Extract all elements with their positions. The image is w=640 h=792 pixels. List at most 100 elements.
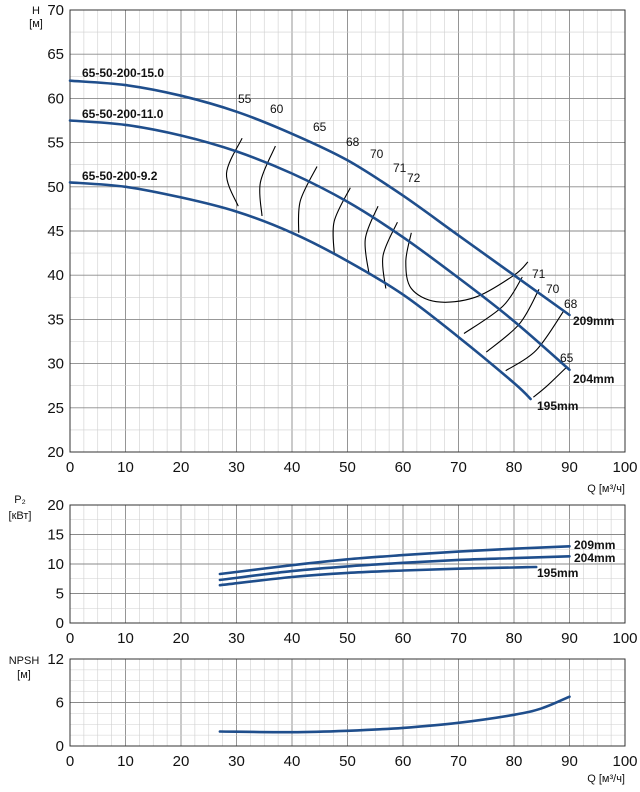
efficiency-contour-line [225, 137, 243, 207]
y-tick-label: 0 [56, 615, 64, 632]
impeller-diameter-label: 195mm [537, 399, 578, 413]
series-line [218, 555, 571, 582]
x-tick-label: 50 [339, 753, 356, 770]
y-tick-label: 20 [47, 444, 64, 461]
x-tick-label: 100 [612, 630, 637, 647]
x-tick-label: 70 [450, 630, 467, 647]
x-tick-label: 50 [339, 630, 356, 647]
head-grid [69, 9, 626, 453]
y-axis-label: H [32, 5, 40, 17]
npsh-grid [69, 658, 626, 747]
efficiency-contours [225, 137, 568, 398]
x-axis-label: Q [м³/ч] [587, 773, 625, 785]
x-tick-label: 0 [66, 630, 74, 647]
x-tick-label: 90 [561, 630, 578, 647]
y-tick-label: 35 [47, 311, 64, 328]
y-tick-label: 50 [47, 179, 64, 196]
efficiency-label: 65 [560, 351, 574, 365]
x-tick-label: 10 [117, 630, 134, 647]
y-tick-label: 70 [47, 2, 64, 19]
efficiency-label: 55 [238, 92, 252, 106]
efficiency-label: 65 [313, 120, 327, 134]
series-line [68, 79, 571, 317]
efficiency-label: 71 [393, 161, 407, 175]
x-tick-label: 80 [506, 459, 523, 476]
x-tick-label: 60 [395, 753, 412, 770]
y-tick-label: 60 [47, 90, 64, 107]
efficiency-label: 60 [270, 102, 284, 116]
efficiency-contour-line [259, 145, 276, 217]
x-tick-label: 20 [173, 753, 190, 770]
x-tick-label: 40 [284, 753, 301, 770]
x-tick-label: 60 [395, 630, 412, 647]
x-tick-label: 10 [117, 753, 134, 770]
x-tick-label: 60 [395, 459, 412, 476]
x-tick-label: 90 [561, 753, 578, 770]
series-line [68, 119, 571, 372]
y-axis-unit: [м] [17, 669, 31, 681]
efficiency-label: 68 [564, 297, 578, 311]
efficiency-contour-line [485, 289, 540, 353]
efficiency-label: 72 [407, 171, 421, 185]
x-tick-label: 0 [66, 459, 74, 476]
series-line [218, 545, 571, 576]
x-tick-label: 80 [506, 630, 523, 647]
y-tick-label: 30 [47, 356, 64, 373]
y-tick-label: 25 [47, 400, 64, 417]
y-tick-label: 10 [47, 556, 64, 573]
x-tick-label: 40 [284, 459, 301, 476]
efficiency-contour-line [297, 166, 318, 233]
y-axis-unit: [кВт] [9, 510, 32, 522]
y-tick-label: 5 [56, 586, 64, 603]
x-tick-label: 0 [66, 753, 74, 770]
efficiency-contour-line [505, 310, 565, 372]
x-tick-label: 50 [339, 459, 356, 476]
impeller-diameter-label: 204mm [574, 551, 615, 565]
efficiency-label: 68 [346, 135, 360, 149]
series-name-label: 65-50-200-15.0 [82, 66, 164, 80]
y-tick-label: 45 [47, 223, 64, 240]
y-axis-unit: [м] [29, 18, 43, 30]
x-tick-label: 70 [450, 753, 467, 770]
x-tick-label: 100 [612, 753, 637, 770]
x-tick-label: 10 [117, 459, 134, 476]
y-axis-label: NPSH [9, 655, 40, 667]
y-tick-label: 6 [56, 695, 64, 712]
x-tick-label: 30 [228, 459, 245, 476]
x-tick-label: 20 [173, 459, 190, 476]
power-plot-frame [69, 504, 626, 624]
efficiency-label: 70 [546, 282, 560, 296]
y-tick-label: 65 [47, 46, 64, 63]
y-tick-label: 12 [47, 651, 64, 668]
power-series [218, 545, 571, 587]
x-tick-label: 30 [228, 630, 245, 647]
y-tick-label: 40 [47, 267, 64, 284]
y-tick-label: 15 [47, 527, 64, 544]
impeller-diameter-label: 195mm [537, 566, 578, 580]
y-tick-label: 0 [56, 738, 64, 755]
y-tick-label: 20 [47, 497, 64, 514]
impeller-diameter-label: 204mm [573, 372, 614, 386]
efficiency-contour-line [332, 187, 351, 254]
efficiency-label: 71 [532, 267, 546, 281]
npsh-plot-frame [69, 658, 626, 747]
y-axis-label: P₂ [14, 494, 26, 506]
y-tick-label: 55 [47, 135, 64, 152]
x-tick-label: 30 [228, 753, 245, 770]
x-tick-label: 20 [173, 630, 190, 647]
x-tick-label: 80 [506, 753, 523, 770]
x-tick-label: 40 [284, 630, 301, 647]
efficiency-contour-line [364, 205, 379, 275]
impeller-diameter-label: 209mm [573, 314, 614, 328]
impeller-diameter-label: 209mm [574, 538, 615, 552]
power-grid [69, 504, 626, 624]
efficiency-contour-line [463, 276, 523, 334]
x-tick-label: 70 [450, 459, 467, 476]
head-plot-frame [69, 9, 626, 453]
x-tick-label: 90 [561, 459, 578, 476]
x-axis-label: Q [м³/ч] [587, 483, 625, 495]
series-name-label: 65-50-200-11.0 [82, 107, 164, 121]
series-line [218, 695, 571, 734]
